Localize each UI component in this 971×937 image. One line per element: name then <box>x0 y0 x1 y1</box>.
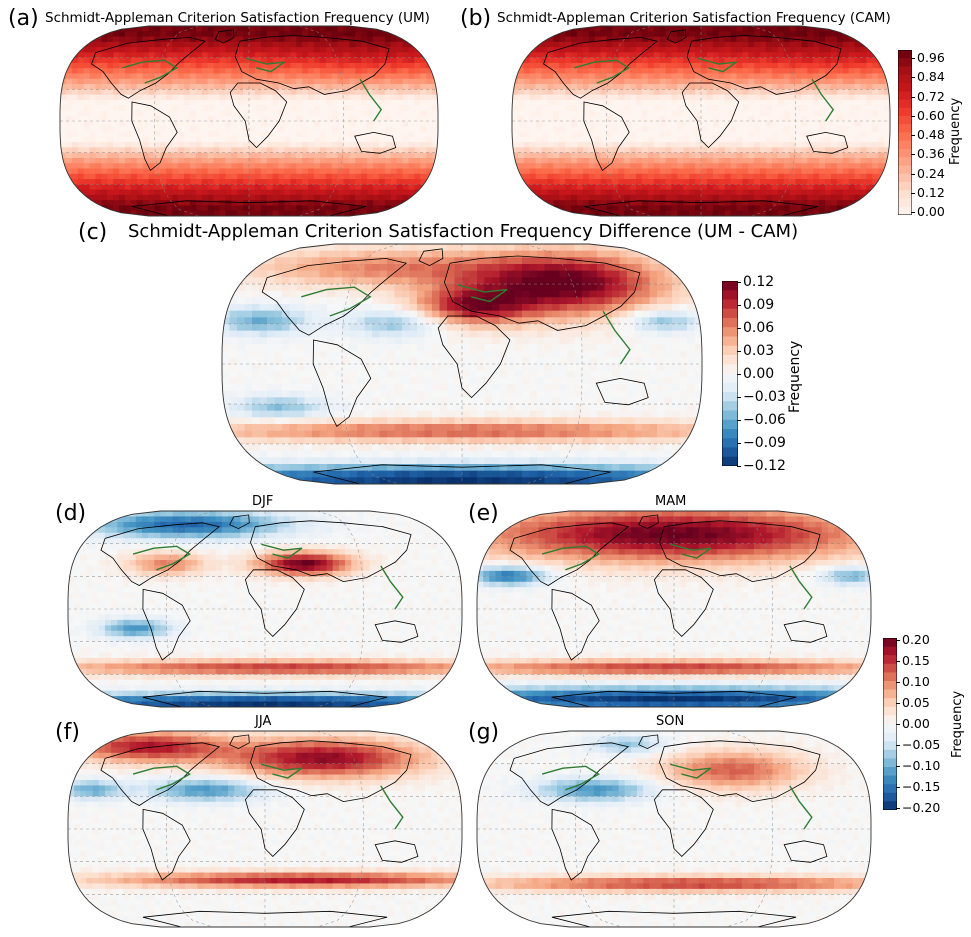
panel-title-e: MAM <box>655 494 687 509</box>
map-c <box>221 243 703 485</box>
colorbar-annual-diff-gradient <box>722 281 738 466</box>
map-e <box>476 510 872 708</box>
colorbar-tick-label: 0.96 <box>911 50 945 65</box>
map-field <box>68 511 462 707</box>
colorbar-tick-label: −0.03 <box>737 389 786 405</box>
map-field <box>222 244 702 484</box>
panel-letter-f: (f) <box>55 720 80 745</box>
colorbar-tick-label: 0.48 <box>911 127 945 142</box>
colorbar-tick-label: 0.09 <box>736 297 775 313</box>
map-field <box>512 26 890 216</box>
colorbar-tick-label: 0.24 <box>911 165 945 181</box>
colorbar-tick-label: 0.00 <box>911 204 945 219</box>
map-field <box>477 511 871 707</box>
colorbar-seasonal-diff-label: Frequency <box>950 690 965 758</box>
map-field <box>477 731 871 927</box>
colorbar-tick-label: 0.00 <box>736 366 775 382</box>
colorbar-tick-label: −0.12 <box>737 458 786 474</box>
map-d <box>67 510 463 708</box>
panel-letter-e: (e) <box>468 501 499 526</box>
colorbar-tick-label: −0.10 <box>895 758 941 773</box>
colorbar-tick-label: −0.05 <box>895 737 941 752</box>
colorbar-tick-label: 0.72 <box>911 88 945 104</box>
panel-title-a: Schmidt-Appleman Criterion Satisfaction … <box>45 10 430 26</box>
colorbar-tick-label: 0.12 <box>911 184 945 200</box>
colorbar-reds-label: Frequency <box>948 97 963 165</box>
colorbar-tick-label: −0.06 <box>737 412 786 428</box>
colorbar-tick-label: 0.06 <box>736 320 775 336</box>
colorbar-tick-label: −0.20 <box>895 800 941 815</box>
panel-title-b: Schmidt-Appleman Criterion Satisfaction … <box>497 10 891 26</box>
colorbar-tick-label: −0.15 <box>895 779 941 794</box>
colorbar-tick-label: 0.36 <box>911 146 945 162</box>
map-field <box>68 731 462 927</box>
map-b <box>511 25 891 217</box>
colorbar-tick-label: 0.10 <box>896 674 930 689</box>
colorbar-tick-label: 0.15 <box>896 653 930 668</box>
map-f <box>67 730 463 928</box>
colorbar-tick-label: 0.20 <box>896 632 930 647</box>
map-a <box>59 25 439 217</box>
colorbar-tick-label: −0.09 <box>737 435 786 451</box>
colorbar-tick-label: 0.84 <box>911 69 945 85</box>
map-g <box>476 730 872 928</box>
panel-title-g: SON <box>656 714 685 729</box>
map-field <box>60 26 438 216</box>
colorbar-seasonal-diff-gradient <box>883 638 897 810</box>
colorbar-tick-label: 0.12 <box>736 274 775 290</box>
panel-letter-a: (a) <box>8 6 39 31</box>
colorbar-reds-gradient <box>898 50 912 215</box>
panel-letter-d: (d) <box>55 501 87 526</box>
colorbar-tick-label: 0.00 <box>896 716 930 731</box>
panel-letter-b: (b) <box>460 6 492 31</box>
panel-title-d: DJF <box>252 494 274 509</box>
colorbar-tick-label: 0.03 <box>736 343 775 359</box>
panel-letter-c: (c) <box>78 220 108 245</box>
panel-letter-g: (g) <box>468 720 500 745</box>
colorbar-tick-label: 0.60 <box>911 107 945 123</box>
colorbar-annual-diff-label: Frequency <box>787 340 803 413</box>
panel-title-f: JJA <box>255 714 272 729</box>
panel-title-c: Schmidt-Appleman Criterion Satisfaction … <box>128 221 799 242</box>
colorbar-tick-label: 0.05 <box>896 695 930 710</box>
